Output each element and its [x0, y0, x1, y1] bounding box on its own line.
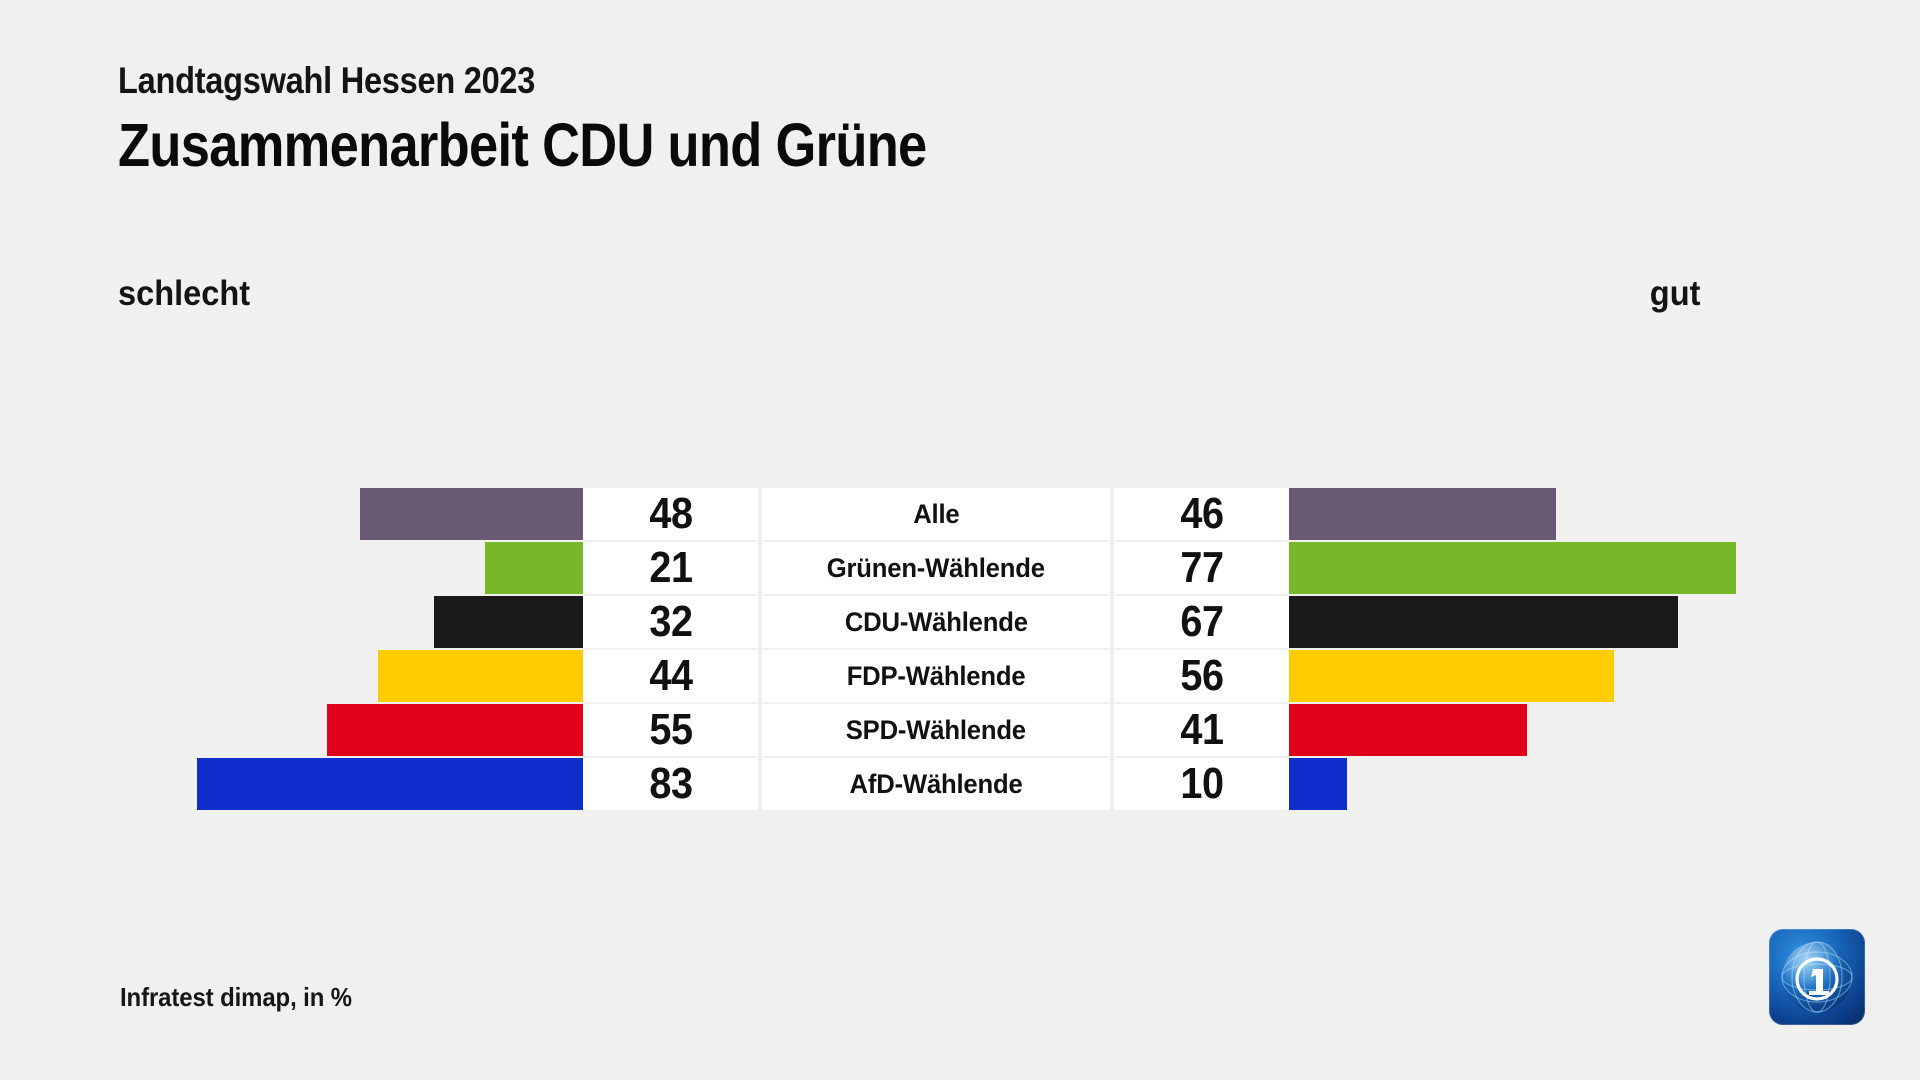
- ard-das-erste-logo: [1769, 929, 1865, 1025]
- bar-track-left: [118, 488, 583, 540]
- value-positive: 56: [1114, 650, 1289, 702]
- scale-legend: schlecht gut: [118, 276, 1700, 326]
- table-row: 44 FDP-Wählende 56: [118, 650, 1808, 702]
- column-divider: [1110, 758, 1114, 810]
- bar-track-left: [118, 650, 583, 702]
- row-label: CDU-Wählende: [762, 596, 1110, 648]
- value-negative: 55: [583, 704, 758, 756]
- kicker-election-name: Landtagswahl Hessen 2023: [118, 60, 536, 101]
- bar-positive: [1289, 542, 1736, 594]
- column-divider: [1110, 596, 1114, 648]
- bar-track-left: [118, 758, 583, 810]
- row-label: SPD-Wählende: [762, 704, 1110, 756]
- value-positive: 41: [1114, 704, 1289, 756]
- source-note: Infratest dimap, in %: [120, 982, 352, 1012]
- table-row: 21 Grünen-Wählende 77: [118, 542, 1808, 594]
- bar-track-right: [1289, 704, 1808, 756]
- bar-track-right: [1289, 542, 1808, 594]
- column-divider: [758, 596, 762, 648]
- bar-negative: [485, 542, 583, 594]
- value-positive: 67: [1114, 596, 1289, 648]
- value-positive: 10: [1114, 758, 1289, 810]
- row-label: Alle: [762, 488, 1110, 540]
- row-label: FDP-Wählende: [762, 650, 1110, 702]
- bar-track-left: [118, 704, 583, 756]
- table-row: 32 CDU-Wählende 67: [118, 596, 1808, 648]
- value-negative: 32: [583, 596, 758, 648]
- bar-track-right: [1289, 488, 1808, 540]
- value-negative: 48: [583, 488, 758, 540]
- header: Landtagswahl Hessen 2023 Zusammenarbeit …: [118, 60, 1818, 179]
- column-divider: [1110, 704, 1114, 756]
- bar-positive: [1289, 650, 1614, 702]
- bar-positive: [1289, 758, 1347, 810]
- column-divider: [1110, 488, 1114, 540]
- bar-track-left: [118, 596, 583, 648]
- value-positive: 46: [1114, 488, 1289, 540]
- bar-track-right: [1289, 758, 1808, 810]
- table-row: 83 AfD-Wählende 10: [118, 758, 1808, 810]
- bar-positive: [1289, 488, 1556, 540]
- bar-track-left: [118, 542, 583, 594]
- diverging-bar-chart: 48 Alle 46 21 Grünen-Wählende 77 32 CDU-Wählend…: [118, 488, 1808, 810]
- column-divider: [1110, 542, 1114, 594]
- value-negative: 21: [583, 542, 758, 594]
- bar-track-right: [1289, 650, 1808, 702]
- bar-negative: [434, 596, 583, 648]
- scale-label-positive: gut: [1649, 274, 1700, 313]
- column-divider: [758, 758, 762, 810]
- column-divider: [758, 704, 762, 756]
- page-title: Zusammenarbeit CDU und Grüne: [118, 110, 927, 179]
- row-label: Grünen-Wählende: [762, 542, 1110, 594]
- bar-negative: [327, 704, 583, 756]
- value-positive: 77: [1114, 542, 1289, 594]
- column-divider: [758, 650, 762, 702]
- row-label: AfD-Wählende: [762, 758, 1110, 810]
- value-negative: 44: [583, 650, 758, 702]
- bar-track-right: [1289, 596, 1808, 648]
- bar-negative: [359, 488, 583, 540]
- bar-negative: [378, 650, 583, 702]
- scale-label-negative: schlecht: [118, 274, 251, 313]
- bar-negative: [197, 758, 583, 810]
- column-divider: [1110, 650, 1114, 702]
- value-negative: 83: [583, 758, 758, 810]
- bar-positive: [1289, 704, 1527, 756]
- column-divider: [758, 542, 762, 594]
- table-row: 48 Alle 46: [118, 488, 1808, 540]
- table-row: 55 SPD-Wählende 41: [118, 704, 1808, 756]
- column-divider: [758, 488, 762, 540]
- bar-positive: [1289, 596, 1678, 648]
